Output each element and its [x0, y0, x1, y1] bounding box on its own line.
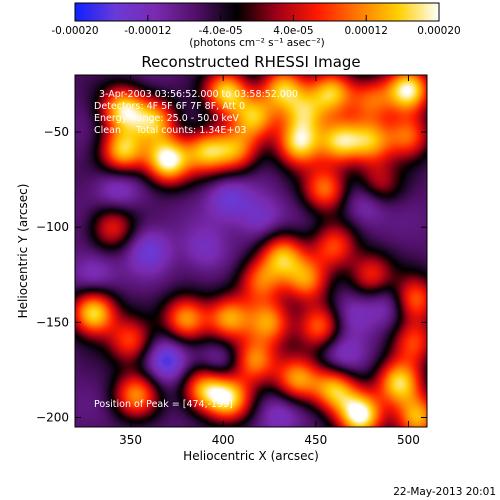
y-tick-label: −200 [36, 410, 69, 424]
colorbar-tick-label: 4.0e-05 [273, 25, 313, 37]
annotation-peak-position: Position of Peak = [474,-199] [94, 399, 233, 410]
y-axis-label: Heliocentric Y (arcsec) [16, 184, 30, 319]
colorbar: -0.00020 -0.00012 -4.0e-05 4.0e-05 0.00012 0.… [51, 2, 461, 49]
plot-annotations: 3-Apr-2003 03:56:52.000 to 03:58:52.000 … [94, 89, 298, 410]
colorbar-gradient [75, 3, 439, 21]
annotation-detectors: Detectors: 4F 5F 6F 7F 8F, Att 0 [94, 101, 245, 112]
colorbar-tick-label: 0.00012 [344, 25, 387, 37]
x-tick-label: 350 [119, 433, 142, 447]
y-axis-ticks: −50 −100 −150 −200 [36, 125, 427, 424]
annotation-time-range: 3-Apr-2003 03:56:52.000 to 03:58:52.000 [99, 89, 298, 100]
plot-frame [74, 74, 428, 428]
x-axis-ticks: 350 400 450 500 [119, 75, 420, 447]
chart-title: Reconstructed RHESSI Image [141, 53, 360, 71]
colorbar-tick-label: -0.00020 [51, 25, 98, 37]
x-axis-label: Heliocentric X (arcsec) [183, 449, 319, 463]
y-tick-label: −150 [36, 315, 69, 329]
annotation-energy-range: Energy Range: 25.0 - 50.0 keV [94, 113, 239, 124]
colorbar-tick-label: -4.0e-05 [199, 25, 243, 37]
x-tick-label: 450 [304, 433, 327, 447]
x-tick-label: 500 [397, 433, 420, 447]
footer-timestamp: 22-May-2013 20:01 [393, 486, 496, 498]
colorbar-tick-label: -0.00012 [124, 25, 171, 37]
x-tick-label: 400 [212, 433, 235, 447]
heatmap-image [75, 75, 427, 427]
annotation-clean-counts: Clean Total counts: 1.34E+03 [94, 125, 246, 136]
colorbar-tick-label: 0.00020 [417, 25, 460, 37]
y-tick-label: −100 [36, 220, 69, 234]
colorbar-frame [74, 2, 440, 22]
colorbar-ticks: -0.00020 -0.00012 -4.0e-05 4.0e-05 0.00012 0.… [51, 15, 461, 37]
y-tick-label: −50 [44, 125, 69, 139]
colorbar-unit-label: (photons cm⁻² s⁻¹ asec⁻²) [189, 37, 324, 49]
